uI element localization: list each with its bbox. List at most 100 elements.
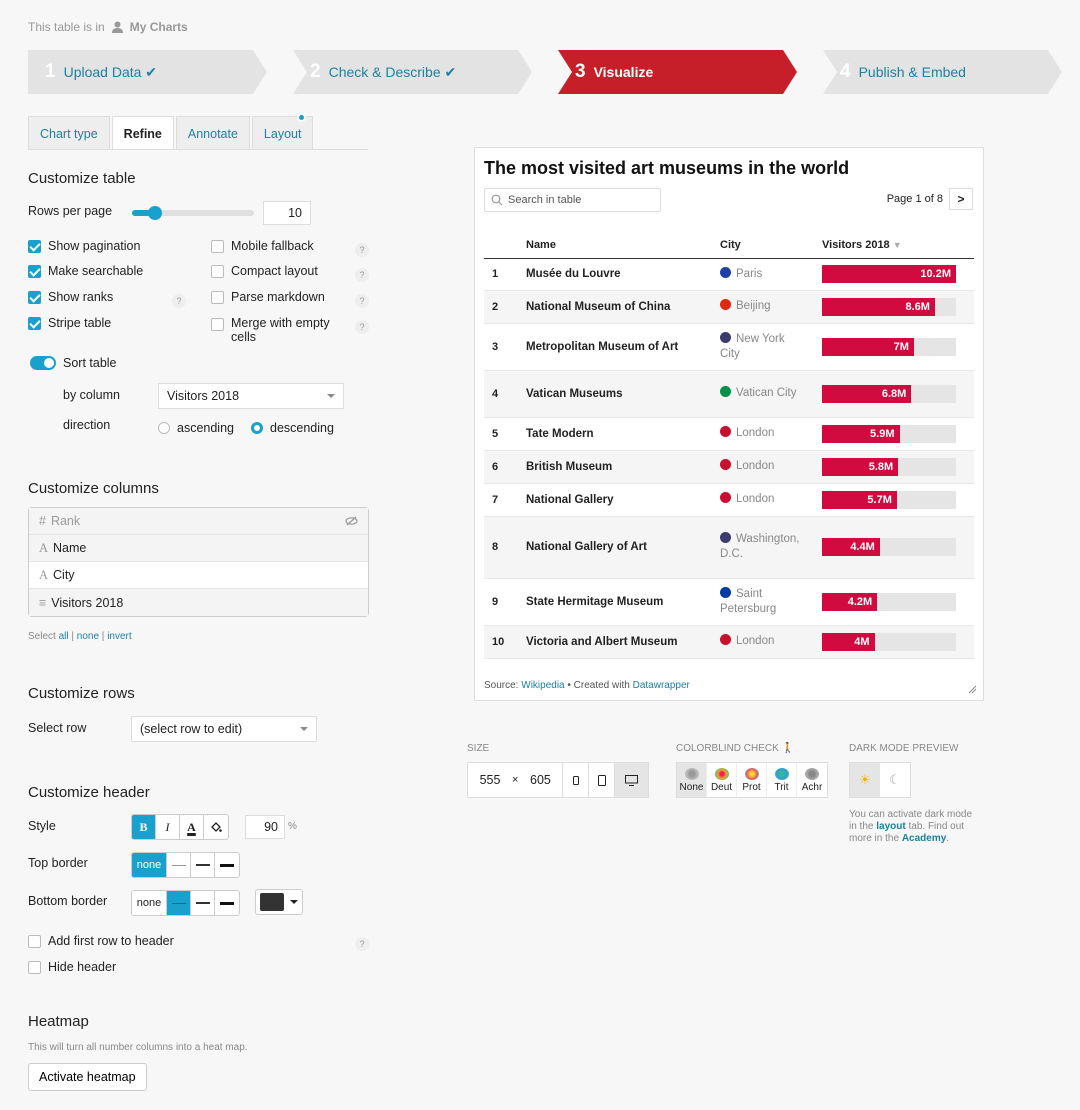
help-icon[interactable]: ? xyxy=(355,268,369,282)
checkbox[interactable] xyxy=(28,934,41,948)
sort-table-toggle[interactable]: Sort table xyxy=(30,356,117,370)
select-invert-link[interactable]: invert xyxy=(107,631,132,642)
tablet-preview-button[interactable] xyxy=(588,763,614,797)
table-row: 10 Victoria and Albert Museum London 4M xyxy=(484,625,974,659)
option-merge-empty-cells[interactable]: Merge with empty cells xyxy=(211,316,330,344)
flag-icon xyxy=(720,331,731,343)
option-compact-layout[interactable]: Compact layout xyxy=(211,264,318,278)
tab-layout[interactable]: Layout xyxy=(251,116,314,150)
help-icon[interactable]: ? xyxy=(355,294,369,308)
help-icon[interactable]: ? xyxy=(355,243,369,257)
mobile-preview-button[interactable] xyxy=(562,763,588,797)
cb-mode-deut[interactable]: Deut xyxy=(707,763,737,797)
step-check-describe[interactable]: 2 Check & Describe ✔ xyxy=(293,50,532,94)
layout-link[interactable]: layout xyxy=(876,821,906,832)
option-stripe-table[interactable]: Stripe table xyxy=(28,316,111,330)
help-icon[interactable]: ? xyxy=(355,320,369,334)
table-search-input[interactable]: Search in table xyxy=(484,188,661,212)
breadcrumb-folder[interactable]: My Charts xyxy=(129,20,188,34)
checkbox[interactable] xyxy=(28,239,41,253)
text-color-button[interactable]: A xyxy=(180,815,204,839)
direction-ascending[interactable]: ascending xyxy=(158,421,234,435)
select-none-link[interactable]: none xyxy=(76,631,100,642)
border-color-picker[interactable] xyxy=(255,889,303,915)
moon-icon[interactable]: ☾ xyxy=(889,772,901,787)
bold-button[interactable]: B xyxy=(132,815,156,839)
cb-mode-trit[interactable]: Trit xyxy=(767,763,797,797)
checkbox[interactable] xyxy=(211,239,224,253)
option-hide-header[interactable]: Hide header xyxy=(28,960,116,974)
select-all-link[interactable]: all xyxy=(58,631,69,642)
border-thin-button[interactable] xyxy=(167,891,191,915)
help-icon[interactable]: ? xyxy=(355,937,369,951)
border-thin-button[interactable] xyxy=(167,853,191,877)
border-none-button[interactable]: none xyxy=(132,891,167,915)
city-text: London xyxy=(736,493,775,505)
toggle-switch[interactable] xyxy=(30,356,56,370)
fill-color-button[interactable] xyxy=(204,815,228,839)
step-upload-data[interactable]: 1 Upload Data ✔ xyxy=(28,50,267,94)
border-medium-button[interactable] xyxy=(191,853,215,877)
cb-mode-achr[interactable]: Achr xyxy=(797,763,827,797)
help-icon[interactable]: ? xyxy=(172,294,186,308)
checkbox[interactable] xyxy=(28,316,41,330)
border-medium-button[interactable] xyxy=(191,891,215,915)
header-city[interactable]: City xyxy=(712,232,814,259)
option-add-first-row[interactable]: Add first row to header xyxy=(28,934,174,948)
slider-handle[interactable] xyxy=(148,206,163,220)
checkbox[interactable] xyxy=(211,290,224,304)
activate-heatmap-button[interactable]: Activate heatmap xyxy=(28,1063,147,1091)
option-show-ranks[interactable]: Show ranks xyxy=(28,290,113,304)
checkbox[interactable] xyxy=(211,318,224,331)
header-name[interactable]: Name xyxy=(518,232,712,259)
border-none-button[interactable]: none xyxy=(132,853,167,877)
hidden-eye-icon[interactable] xyxy=(345,516,358,526)
column-item-rank[interactable]: # Rank xyxy=(29,508,368,535)
option-mobile-fallback[interactable]: Mobile fallback xyxy=(211,239,314,253)
search-icon xyxy=(491,194,503,206)
option-make-searchable[interactable]: Make searchable xyxy=(28,264,143,278)
desktop-preview-button[interactable] xyxy=(614,763,649,797)
direction-descending[interactable]: descending xyxy=(251,421,334,435)
radio[interactable] xyxy=(251,422,263,434)
user-icon xyxy=(111,21,123,33)
rows-per-page-slider[interactable] xyxy=(132,206,254,220)
option-show-pagination[interactable]: Show pagination xyxy=(28,239,140,253)
checkbox[interactable] xyxy=(28,264,41,278)
border-thick-button[interactable] xyxy=(215,891,239,915)
column-item-visitors[interactable]: ≡ Visitors 2018 xyxy=(29,589,368,616)
datawrapper-link[interactable]: Datawrapper xyxy=(632,680,690,691)
rows-per-page-input[interactable]: 10 xyxy=(263,201,311,225)
checkbox[interactable] xyxy=(28,290,41,304)
checkbox[interactable] xyxy=(28,960,41,974)
column-item-name[interactable]: A Name xyxy=(29,535,368,562)
cb-mode-none[interactable]: None xyxy=(677,763,707,797)
option-parse-markdown[interactable]: Parse markdown xyxy=(211,290,325,304)
source-link[interactable]: Wikipedia xyxy=(521,680,565,691)
height-input[interactable]: 605 xyxy=(530,773,551,787)
column-item-city[interactable]: A City xyxy=(29,562,368,589)
font-size-input[interactable]: 90 xyxy=(245,815,285,839)
checkbox[interactable] xyxy=(211,264,224,278)
select-row-dropdown[interactable]: (select row to edit) xyxy=(131,716,317,742)
academy-link[interactable]: Academy xyxy=(901,833,947,844)
sort-column-select[interactable]: Visitors 2018 xyxy=(158,383,344,409)
slider-fill xyxy=(132,210,155,216)
font-size-unit: % xyxy=(288,821,297,832)
border-thick-button[interactable] xyxy=(215,853,239,877)
next-page-button[interactable]: > xyxy=(949,188,973,210)
tab-refine[interactable]: Refine xyxy=(111,116,174,150)
colorblind-label: COLORBLIND CHECK 🚶 xyxy=(676,743,794,754)
header-visitors[interactable]: Visitors 2018 ▼ xyxy=(814,232,974,259)
sun-icon[interactable]: ☀ xyxy=(850,763,880,797)
cb-mode-prot[interactable]: Prot xyxy=(737,763,767,797)
bar-track: 10.2M xyxy=(822,265,956,283)
tab-chart-type[interactable]: Chart type xyxy=(28,116,110,150)
radio[interactable] xyxy=(158,422,170,434)
width-input[interactable]: 555 xyxy=(479,773,501,787)
step-visualize[interactable]: 3 Visualize xyxy=(558,50,797,94)
step-publish-embed[interactable]: 4 Publish & Embed xyxy=(823,50,1062,94)
resize-handle-icon[interactable] xyxy=(968,685,977,694)
tab-annotate[interactable]: Annotate xyxy=(175,116,250,150)
italic-button[interactable]: I xyxy=(156,815,180,839)
